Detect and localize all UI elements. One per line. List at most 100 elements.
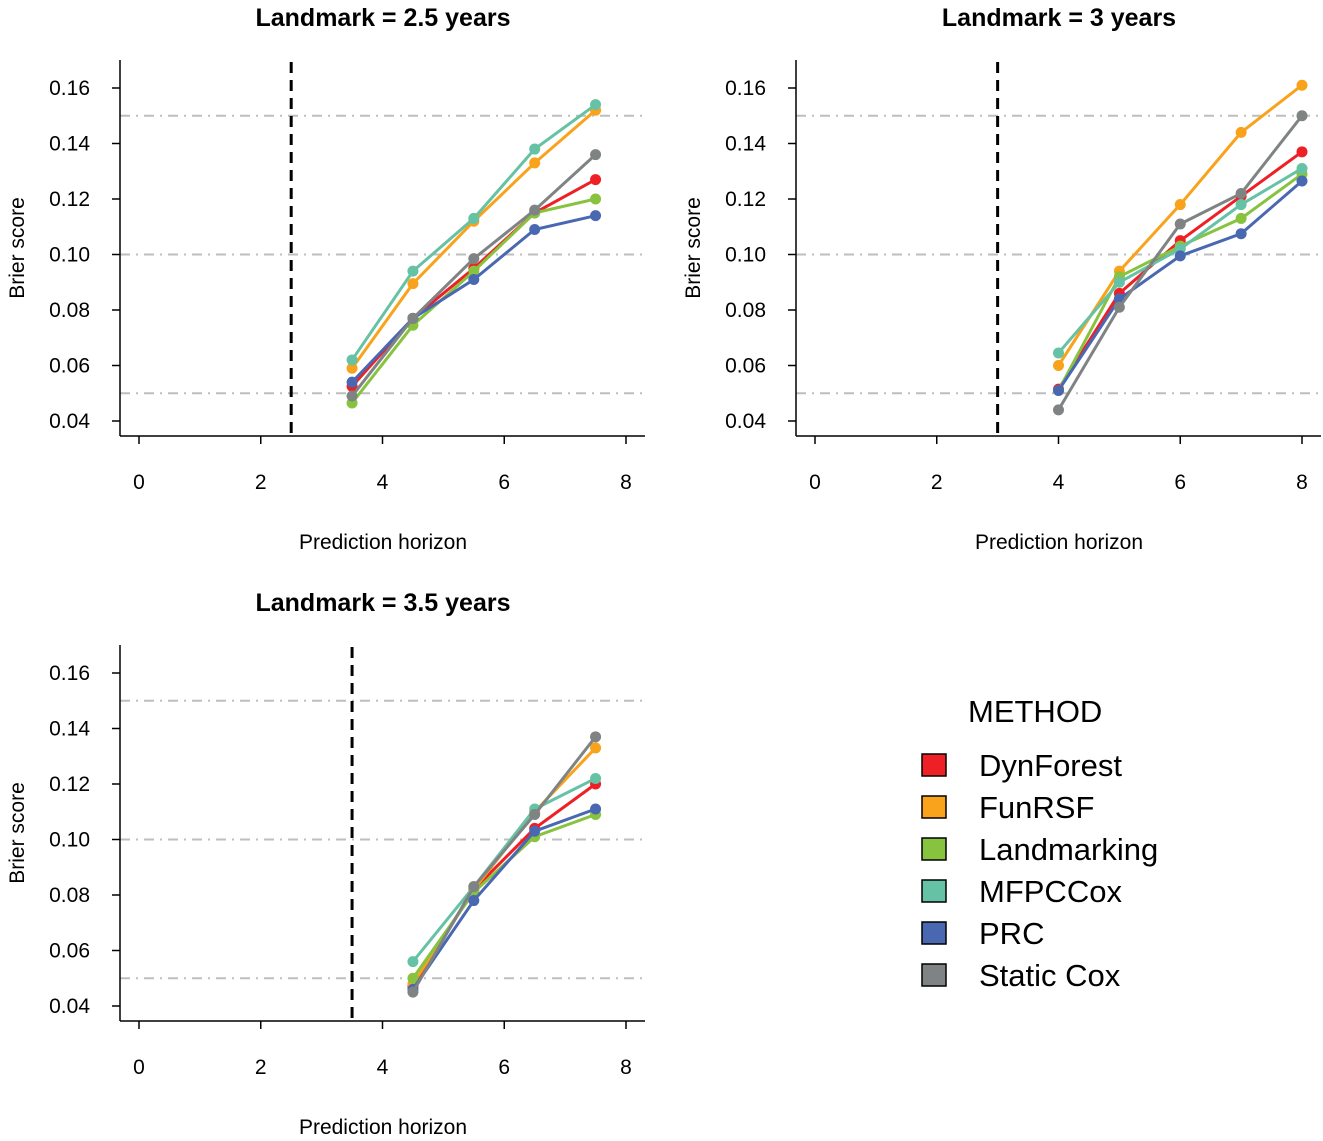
data-point <box>1235 126 1247 138</box>
y-tick-label: 0.06 <box>49 940 90 963</box>
data-point <box>529 204 541 216</box>
y-tick-label: 0.06 <box>49 355 90 378</box>
series-static-cox <box>1053 110 1308 416</box>
data-point <box>407 956 419 968</box>
x-tick-label: 8 <box>620 471 632 494</box>
x-tick-label: 6 <box>1174 471 1186 494</box>
series-line <box>411 782 597 988</box>
data-point <box>407 986 419 998</box>
data-point <box>346 376 358 388</box>
y-tick-label: 0.14 <box>725 133 766 156</box>
data-point <box>1113 276 1125 288</box>
data-point <box>468 881 480 893</box>
data-point <box>590 803 602 815</box>
legend-item-label: Landmarking <box>979 832 1158 867</box>
data-point <box>1053 347 1064 359</box>
data-point <box>346 390 358 402</box>
data-point <box>407 972 419 984</box>
y-tick-label: 0.16 <box>49 77 90 100</box>
series-funrsf <box>346 104 602 374</box>
legend-swatch <box>921 837 947 861</box>
data-point <box>468 895 480 907</box>
data-point <box>590 174 602 186</box>
data-point <box>1174 218 1186 230</box>
data-point <box>407 265 419 277</box>
x-tick-label: 0 <box>133 471 145 494</box>
legend-title: METHOD <box>968 694 1102 729</box>
panel-title: Landmark = 2.5 years <box>255 4 510 32</box>
legend-item-label: PRC <box>979 916 1044 951</box>
data-point <box>468 265 480 277</box>
data-point <box>590 149 602 161</box>
panel-3: Landmark = 3.5 years 0.04 0.06 0.08 0.10 0.12… <box>6 589 645 1139</box>
y-tick-label: 0.08 <box>49 299 90 322</box>
y-tick-label: 0.04 <box>725 410 766 433</box>
data-point <box>346 354 358 366</box>
x-tick-label: 0 <box>809 471 821 494</box>
y-tick-label: 0.14 <box>49 133 90 156</box>
x-tick-label: 8 <box>1296 471 1308 494</box>
panel-1: Landmark = 2.5 years 0.04 0.06 0.08 0.10 0.12… <box>6 4 645 554</box>
series-line <box>1057 150 1303 390</box>
series-prc <box>1053 175 1308 396</box>
y-axis-label: Brier score <box>682 197 705 299</box>
x-axis-label: Prediction horizon <box>299 531 467 554</box>
legend-item-label: MFPCCox <box>979 874 1122 909</box>
x-tick-label: 8 <box>620 1056 632 1079</box>
y-tick-label: 0.08 <box>49 884 90 907</box>
y-tick-label: 0.10 <box>49 244 90 267</box>
data-point <box>1053 404 1064 416</box>
data-point <box>1296 110 1308 122</box>
series-static-cox <box>346 149 602 402</box>
data-point <box>590 742 602 754</box>
panel-2: Landmark = 3 years 0.04 0.06 0.08 0.10 0.12 0.… <box>682 4 1321 554</box>
legend-item-label: FunRSF <box>979 790 1094 825</box>
y-tick-label: 0.16 <box>725 77 766 100</box>
legend-swatch <box>921 753 947 777</box>
data-point <box>529 143 541 155</box>
data-point <box>590 99 602 111</box>
panel-title: Landmark = 3.5 years <box>255 589 510 617</box>
series-line <box>1057 114 1304 411</box>
x-tick-label: 4 <box>377 1056 389 1079</box>
data-point <box>1113 301 1125 313</box>
data-point <box>590 193 602 205</box>
data-point <box>1235 199 1247 211</box>
series-line <box>411 777 597 963</box>
legend-swatch <box>921 879 947 903</box>
x-tick-label: 2 <box>931 471 943 494</box>
data-point <box>1174 250 1186 262</box>
x-tick-label: 0 <box>133 1056 145 1079</box>
series-dynforest <box>407 778 602 993</box>
x-tick-label: 6 <box>498 1056 510 1079</box>
y-tick-label: 0.08 <box>725 299 766 322</box>
data-point <box>1296 146 1308 158</box>
x-tick-label: 4 <box>377 471 389 494</box>
y-axis-label: Brier score <box>6 197 29 299</box>
series-line <box>350 109 597 370</box>
y-tick-label: 0.10 <box>49 829 90 852</box>
series-mfpccox <box>1053 162 1308 359</box>
data-point <box>1053 360 1064 371</box>
data-point <box>529 809 541 821</box>
legend-item-label: Static Cox <box>979 958 1121 993</box>
y-tick-label: 0.10 <box>725 244 766 267</box>
x-tick-label: 2 <box>255 471 267 494</box>
data-point <box>468 273 480 285</box>
x-axis-label: Prediction horizon <box>299 1116 467 1139</box>
data-point <box>468 253 480 265</box>
series-line <box>411 735 597 993</box>
legend-swatch <box>921 795 947 819</box>
data-point <box>590 731 602 743</box>
data-point <box>407 312 419 324</box>
series-prc <box>407 803 602 995</box>
x-tick-label: 6 <box>498 471 510 494</box>
data-point <box>1174 199 1186 211</box>
data-point <box>529 224 541 236</box>
data-point <box>346 362 358 374</box>
data-point <box>1296 175 1308 187</box>
data-point <box>1235 187 1247 199</box>
series-line <box>350 197 596 404</box>
series-mfpccox <box>346 99 602 366</box>
y-tick-label: 0.12 <box>49 773 90 796</box>
